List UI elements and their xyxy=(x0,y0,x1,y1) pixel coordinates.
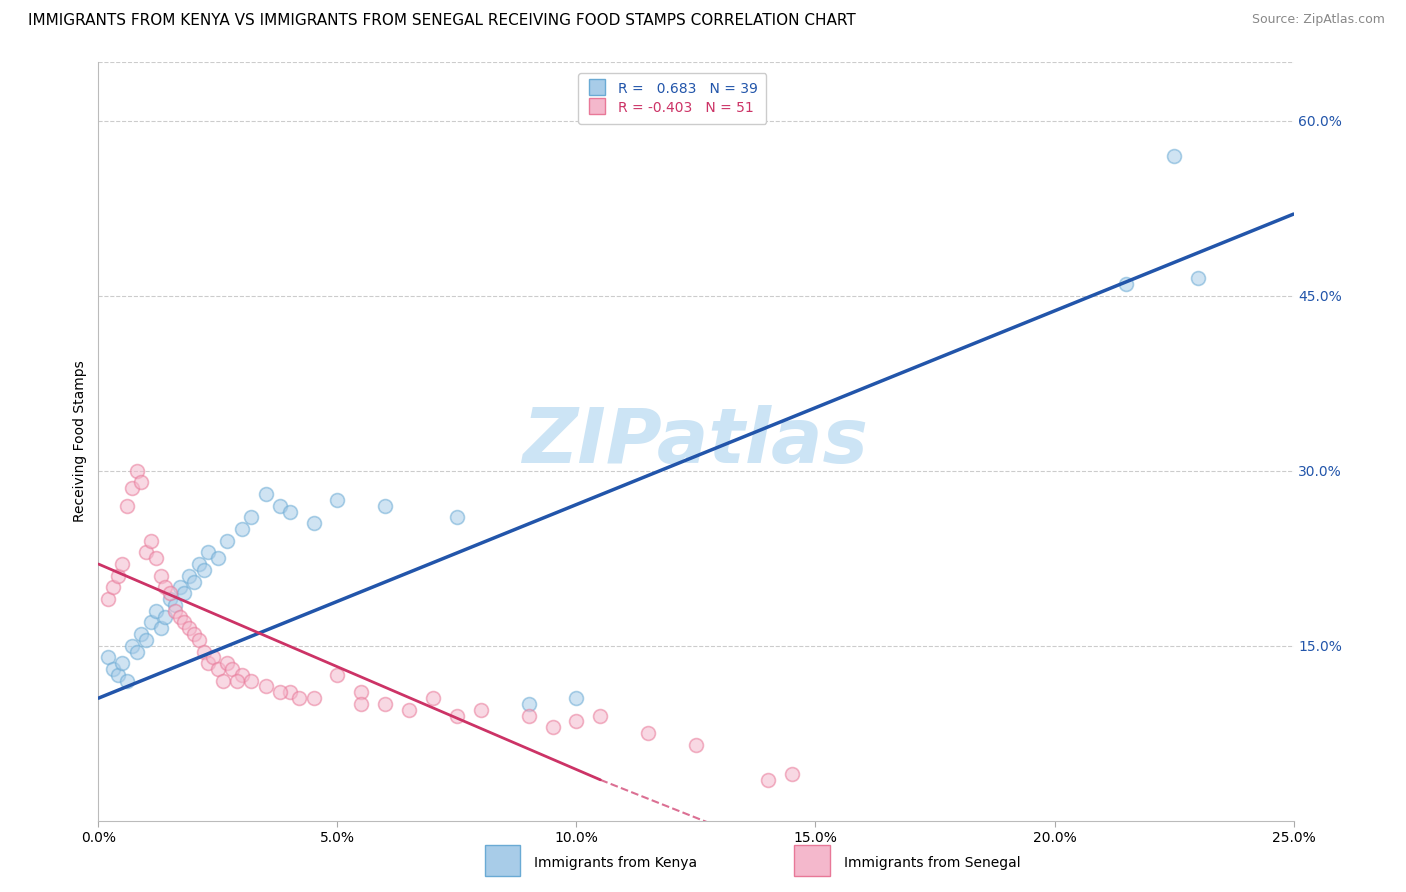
Point xyxy=(121,481,143,495)
Point xyxy=(115,673,138,688)
Point xyxy=(288,691,311,706)
Point xyxy=(207,662,229,676)
Point xyxy=(101,662,124,676)
Point xyxy=(107,568,129,582)
Point xyxy=(111,557,134,571)
Text: IMMIGRANTS FROM KENYA VS IMMIGRANTS FROM SENEGAL RECEIVING FOOD STAMPS CORRELATI: IMMIGRANTS FROM KENYA VS IMMIGRANTS FROM… xyxy=(28,13,856,29)
Point xyxy=(121,639,143,653)
Point xyxy=(231,668,253,682)
Point xyxy=(1163,149,1185,163)
Point xyxy=(278,504,301,518)
Point xyxy=(169,609,191,624)
Point xyxy=(179,568,201,582)
Point xyxy=(135,632,157,647)
Point xyxy=(107,668,129,682)
Point xyxy=(187,632,209,647)
Point xyxy=(302,691,325,706)
Point xyxy=(446,510,468,524)
Legend: R =   0.683   N = 39, R = -0.403   N = 51: R = 0.683 N = 39, R = -0.403 N = 51 xyxy=(578,73,766,124)
Point xyxy=(187,557,209,571)
Point xyxy=(183,574,205,589)
Point xyxy=(183,627,205,641)
Point xyxy=(374,499,396,513)
Point xyxy=(231,522,253,536)
Point xyxy=(197,545,219,559)
Point xyxy=(302,516,325,531)
Point xyxy=(149,568,172,582)
Point xyxy=(149,621,172,635)
Point xyxy=(1187,271,1209,285)
Point xyxy=(135,545,157,559)
Text: Source: ZipAtlas.com: Source: ZipAtlas.com xyxy=(1251,13,1385,27)
Point xyxy=(169,580,191,594)
Point xyxy=(269,499,291,513)
Point xyxy=(125,464,148,478)
Point xyxy=(173,586,195,600)
Text: ZIPatlas: ZIPatlas xyxy=(523,405,869,478)
Point xyxy=(125,644,148,658)
Point xyxy=(756,772,779,787)
Point xyxy=(350,697,373,711)
Point xyxy=(159,592,181,607)
Point xyxy=(193,563,215,577)
Point xyxy=(637,726,659,740)
Point xyxy=(326,668,349,682)
Point xyxy=(193,644,215,658)
Point xyxy=(145,604,167,618)
Point xyxy=(131,475,153,490)
Point xyxy=(326,492,349,507)
Point xyxy=(155,609,177,624)
Point xyxy=(240,510,263,524)
Point xyxy=(446,708,468,723)
Point xyxy=(470,703,492,717)
Point xyxy=(97,592,120,607)
Point xyxy=(202,650,225,665)
Point xyxy=(517,708,540,723)
Point xyxy=(589,708,612,723)
Point xyxy=(254,680,277,694)
Point xyxy=(226,673,249,688)
Text: Immigrants from Kenya: Immigrants from Kenya xyxy=(534,855,697,870)
Point xyxy=(111,656,134,670)
Point xyxy=(163,604,186,618)
Point xyxy=(217,533,239,548)
Point xyxy=(685,738,707,752)
Point xyxy=(159,586,181,600)
Point xyxy=(565,691,588,706)
Y-axis label: Receiving Food Stamps: Receiving Food Stamps xyxy=(73,360,87,523)
Point xyxy=(211,673,233,688)
Point xyxy=(131,627,153,641)
Point xyxy=(541,720,564,734)
Point xyxy=(374,697,396,711)
Point xyxy=(269,685,291,699)
Point xyxy=(517,697,540,711)
Point xyxy=(179,621,201,635)
Point xyxy=(173,615,195,630)
Point xyxy=(350,685,373,699)
Point xyxy=(207,551,229,566)
Point xyxy=(565,714,588,729)
Text: Immigrants from Senegal: Immigrants from Senegal xyxy=(844,855,1021,870)
Point xyxy=(101,580,124,594)
Point xyxy=(1115,277,1137,291)
Point xyxy=(139,615,162,630)
Point xyxy=(139,533,162,548)
Point xyxy=(217,656,239,670)
Point xyxy=(240,673,263,688)
Point xyxy=(221,662,243,676)
Point xyxy=(780,767,803,781)
Point xyxy=(278,685,301,699)
Point xyxy=(163,598,186,612)
Point xyxy=(115,499,138,513)
Point xyxy=(155,580,177,594)
Point xyxy=(254,487,277,501)
Point xyxy=(197,656,219,670)
Point xyxy=(422,691,444,706)
Point xyxy=(398,703,420,717)
Point xyxy=(145,551,167,566)
Point xyxy=(97,650,120,665)
